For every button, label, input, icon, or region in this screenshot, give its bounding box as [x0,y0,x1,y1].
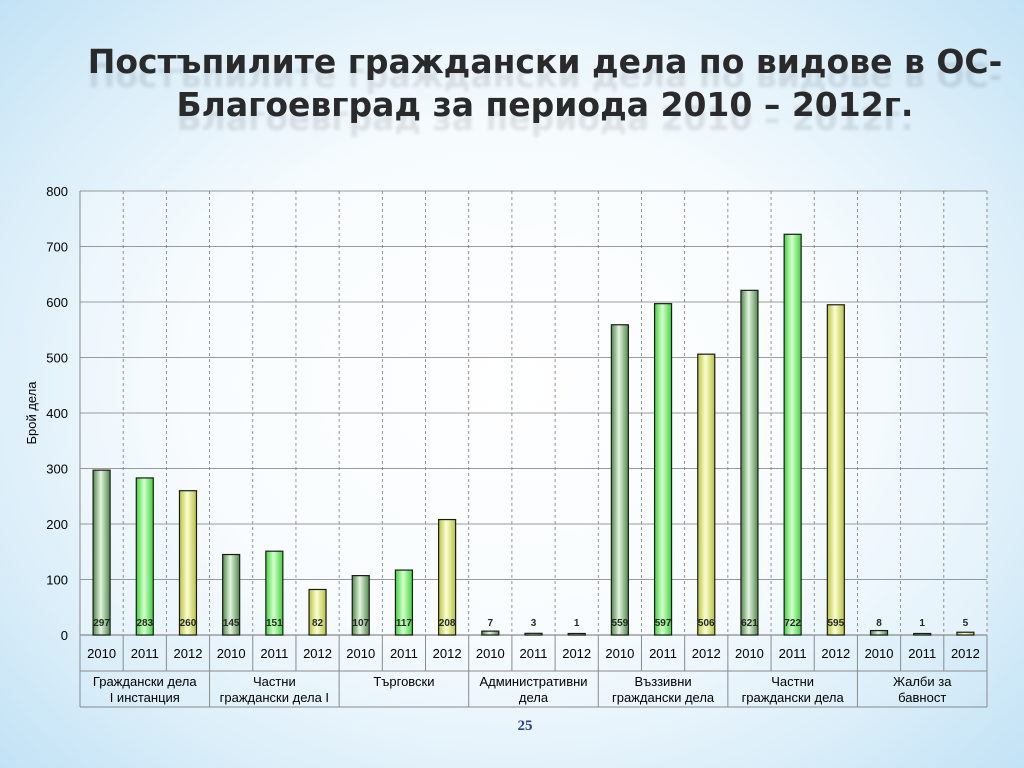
y-tick-label: 400 [46,406,68,421]
bar [783,233,802,636]
category-label: Административни [479,674,587,689]
data-label: 151 [266,618,283,629]
x-tick-label: 2011 [908,646,936,661]
x-tick-label: 2011 [390,646,418,661]
y-tick-label: 800 [46,184,68,199]
x-tick-label: 2011 [260,646,288,661]
slide-title-line-1: Постъпилите граждански дела по видове в … [87,42,1003,81]
y-tick-label: 0 [61,628,68,643]
bar [438,518,457,636]
data-label: 1 [574,618,580,629]
category-label: граждански дела [612,690,715,705]
data-label: 559 [612,618,629,629]
x-tick-label: 2012 [562,646,591,661]
x-tick-label: 2010 [476,646,505,661]
y-axis-title: Брой дела [24,381,39,445]
x-tick-label: 2012 [433,646,462,661]
x-tick-label: 2010 [605,646,634,661]
x-tick-label: 2010 [346,646,375,661]
bar [869,629,889,636]
data-label: 722 [784,618,801,629]
data-label: 621 [741,618,758,629]
bar [697,353,716,636]
x-tick-label: 2011 [131,646,159,661]
x-tick-label: 2012 [692,646,721,661]
bar [351,575,370,636]
x-tick-label: 2012 [951,646,980,661]
x-tick-label: 2010 [217,646,246,661]
x-tick-label: 2011 [649,646,677,661]
category-label: Жалби за [893,674,952,689]
x-tick-label: 2010 [735,646,764,661]
y-tick-label: 100 [46,573,68,588]
x-tick-label: 2011 [520,646,548,661]
bar [481,630,500,636]
y-tick-label: 600 [46,295,68,310]
bar [394,569,414,636]
data-label: 595 [827,618,844,629]
x-tick-label: 2012 [174,646,203,661]
bar [740,289,759,636]
bar [610,324,629,636]
category-label: Граждански дела [93,674,197,689]
bar [222,553,241,636]
x-tick-label: 2011 [779,646,807,661]
y-tick-label: 200 [46,517,68,532]
bar [524,632,543,636]
x-tick-label: 2012 [303,646,332,661]
x-tick-label: 2010 [865,646,894,661]
bar [913,632,932,636]
data-label: 506 [698,618,715,629]
bar [653,303,673,636]
data-label: 8 [876,618,882,629]
y-tick-label: 700 [46,240,68,255]
category-label: бавност [898,690,946,705]
category-label: Въззивни [634,674,691,689]
category-label: Частни [253,674,296,689]
bar [567,632,586,636]
data-label: 5 [963,618,969,629]
data-label: 82 [312,618,324,629]
data-labels: 297 283 260 145 151 82 107 117 208 7 3 1 559 597 506 62… [93,618,968,629]
y-tick-label: 300 [46,462,68,477]
data-label: 260 [180,618,197,629]
data-label: 117 [396,618,413,629]
bar [956,631,975,636]
bar [178,490,198,636]
bar [308,588,327,636]
data-label: 297 [93,618,110,629]
x-tick-label: 2010 [87,646,116,661]
data-label: 283 [136,618,153,629]
slide-title: Постъпилите граждански дела по видове в … [0,40,1024,126]
category-label: Частни [771,674,814,689]
category-label: граждански дела I [220,690,329,705]
y-tick-label: 500 [46,351,68,366]
data-label: 1 [919,618,925,629]
category-label: Търговски [373,674,434,689]
bar [135,477,154,636]
slide-title-line-2: Благоевград за периода 2010 – 2012г. [176,85,914,124]
category-label: граждански дела [742,690,845,705]
data-label: 107 [352,618,369,629]
data-label: 7 [488,618,494,629]
bar [92,469,111,636]
grid [80,190,988,636]
page-number: 25 [517,718,533,734]
data-label: 208 [439,618,456,629]
bars [92,233,975,636]
category-label: I инстанция [110,690,180,705]
data-label: 145 [223,618,240,629]
data-label: 597 [655,618,672,629]
bar [826,304,845,636]
bar [265,550,284,636]
data-label: 3 [531,618,537,629]
category-label: дела [519,690,549,705]
x-tick-label: 2012 [821,646,850,661]
